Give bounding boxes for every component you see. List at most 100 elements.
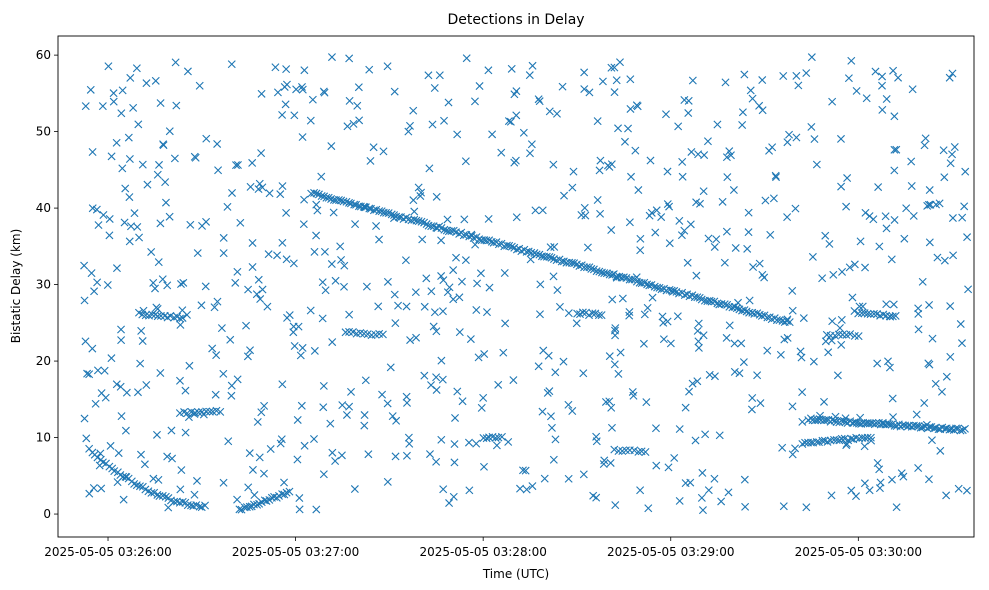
data-point <box>509 376 518 385</box>
data-point <box>536 280 545 289</box>
data-point <box>920 141 929 150</box>
data-point <box>298 133 307 142</box>
data-point <box>424 71 433 80</box>
data-point <box>151 284 160 293</box>
data-point <box>109 89 118 98</box>
data-point <box>93 366 102 375</box>
data-point <box>890 166 899 175</box>
data-point <box>474 353 483 362</box>
data-point <box>882 95 891 103</box>
data-point <box>411 288 420 297</box>
data-point <box>874 183 883 192</box>
data-point <box>705 370 714 379</box>
data-point <box>892 503 901 512</box>
data-point <box>383 62 392 71</box>
data-point <box>924 200 933 209</box>
data-point <box>232 161 241 170</box>
data-point <box>678 172 687 181</box>
data-point <box>619 273 628 282</box>
data-point <box>190 152 199 161</box>
data-point <box>310 247 319 256</box>
data-point <box>802 503 811 512</box>
data-point <box>608 295 617 304</box>
data-point <box>437 356 446 365</box>
data-point <box>699 331 708 340</box>
data-point <box>417 217 426 226</box>
data-point <box>233 495 242 504</box>
data-point <box>412 333 421 342</box>
data-point <box>821 337 830 346</box>
data-point <box>636 234 645 243</box>
data-point <box>409 196 418 205</box>
data-point <box>522 485 531 494</box>
data-point <box>444 98 453 107</box>
data-point <box>186 220 195 229</box>
data-point <box>250 491 259 500</box>
data-point <box>949 251 958 260</box>
data-point <box>865 486 874 495</box>
data-point <box>760 273 769 282</box>
data-point <box>890 112 899 121</box>
data-point <box>439 276 448 285</box>
data-point <box>98 102 107 111</box>
data-point <box>494 240 503 249</box>
data-point <box>153 312 162 321</box>
data-point <box>512 213 521 222</box>
data-point <box>154 258 163 267</box>
data-point <box>321 286 330 295</box>
plot-frame <box>57 35 975 538</box>
data-point <box>476 269 485 278</box>
data-point <box>112 380 121 389</box>
data-point <box>933 253 942 262</box>
data-point <box>889 300 898 309</box>
data-point <box>392 416 401 425</box>
data-point <box>290 342 299 350</box>
data-point <box>244 285 253 294</box>
data-point <box>730 367 739 376</box>
data-point <box>236 218 245 227</box>
data-point <box>176 376 184 385</box>
data-point <box>547 253 556 262</box>
data-point <box>551 368 560 377</box>
data-point <box>190 490 199 499</box>
data-point <box>248 158 257 167</box>
data-point <box>458 397 467 406</box>
data-point <box>165 212 174 221</box>
data-point <box>614 369 623 378</box>
data-point <box>319 470 328 479</box>
data-point <box>861 263 870 272</box>
data-point <box>758 106 767 115</box>
data-point <box>293 415 302 424</box>
data-point <box>386 363 395 372</box>
data-point <box>491 433 500 442</box>
y-tick-label: 0 <box>43 507 51 521</box>
data-point <box>948 214 957 223</box>
data-point <box>191 408 200 417</box>
data-point <box>950 142 959 151</box>
data-point <box>401 256 410 265</box>
data-point <box>610 63 619 72</box>
data-point <box>907 181 916 190</box>
data-point <box>412 216 421 225</box>
data-point <box>844 74 853 83</box>
data-point <box>878 81 887 90</box>
data-point <box>699 187 708 196</box>
data-point <box>276 190 285 199</box>
data-point <box>962 486 971 495</box>
data-point <box>952 424 961 433</box>
data-point <box>850 260 859 269</box>
data-point <box>374 302 383 311</box>
data-point <box>345 310 354 319</box>
data-point <box>875 242 884 251</box>
data-point <box>534 362 543 371</box>
data-point <box>547 423 556 432</box>
data-point <box>599 460 608 469</box>
data-point <box>634 186 643 195</box>
data-point <box>639 339 648 348</box>
data-point <box>755 259 764 268</box>
data-point <box>125 193 134 202</box>
data-point <box>219 233 228 242</box>
data-point <box>506 117 515 126</box>
data-point <box>465 486 474 495</box>
data-point <box>888 312 897 321</box>
